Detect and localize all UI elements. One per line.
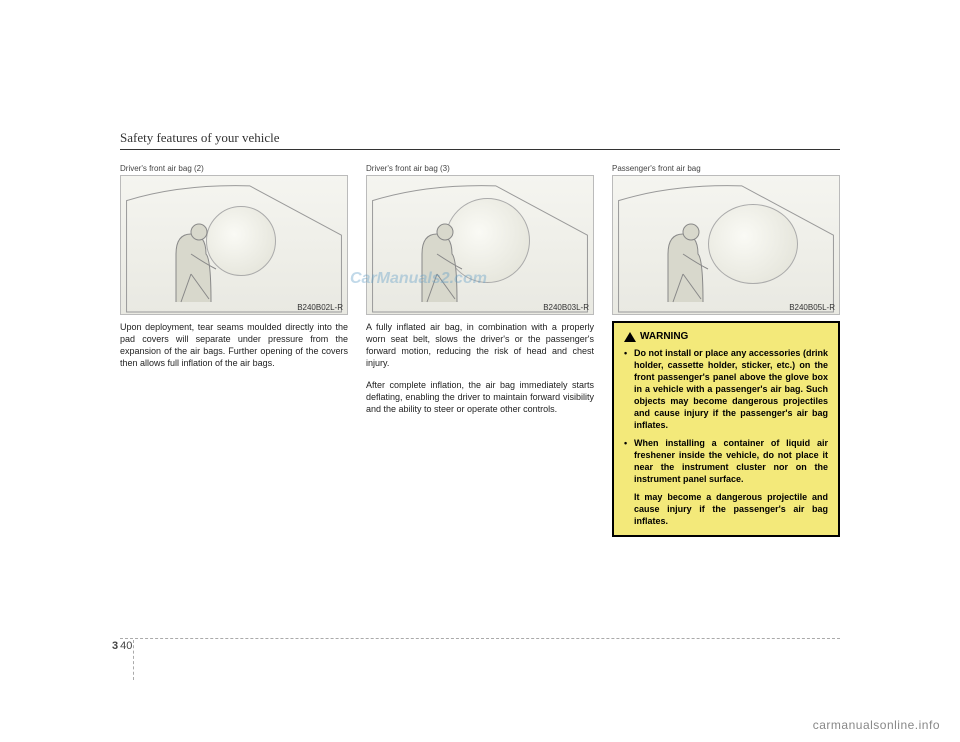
page-section-number: 3: [112, 640, 118, 652]
column-3: Passenger's front air bag B240B05L-R: [612, 164, 840, 537]
body-text-2a: A fully inflated air bag, in combination…: [366, 321, 594, 369]
seat-occupant-icon: [407, 214, 467, 304]
column-1: Driver's front air bag (2) B240B02L-R Up…: [120, 164, 348, 537]
airbag-icon: [708, 204, 798, 284]
warning-title-text: WARNING: [640, 331, 688, 343]
column-2: Driver's front air bag (3) B240B03L-R A …: [366, 164, 594, 537]
page-number: 3 40: [112, 640, 132, 652]
section-title: Safety features of your vehicle: [120, 130, 840, 150]
page-rule-vertical: [133, 640, 134, 680]
warning-triangle-icon: [624, 332, 636, 342]
warning-title: WARNING: [624, 331, 828, 343]
warning-trailing: It may become a dangerous projectile and…: [624, 491, 828, 527]
page-page-number: 40: [120, 640, 132, 652]
warning-box: WARNING Do not install or place any acce…: [612, 321, 840, 537]
figure-caption-1: Driver's front air bag (2): [120, 164, 348, 173]
figure-2: B240B03L-R: [366, 175, 594, 315]
warning-item-2: When installing a container of liquid ai…: [624, 437, 828, 485]
body-text-1a: Upon deployment, tear seams moulded dire…: [120, 321, 348, 369]
body-text-2b: After complete inflation, the air bag im…: [366, 379, 594, 415]
footer-url: carmanualsonline.info: [813, 718, 940, 732]
seat-occupant-icon: [653, 214, 713, 304]
figure-1: B240B02L-R: [120, 175, 348, 315]
figure-3: B240B05L-R: [612, 175, 840, 315]
figure-caption-2: Driver's front air bag (3): [366, 164, 594, 173]
figure-code-2: B240B03L-R: [543, 303, 589, 312]
figure-caption-3: Passenger's front air bag: [612, 164, 840, 173]
seat-occupant-icon: [161, 214, 221, 304]
figure-code-1: B240B02L-R: [297, 303, 343, 312]
warning-item-1: Do not install or place any accessories …: [624, 347, 828, 431]
figure-code-3: B240B05L-R: [789, 303, 835, 312]
page-rule: [120, 638, 840, 639]
content-columns: Driver's front air bag (2) B240B02L-R Up…: [120, 164, 840, 537]
